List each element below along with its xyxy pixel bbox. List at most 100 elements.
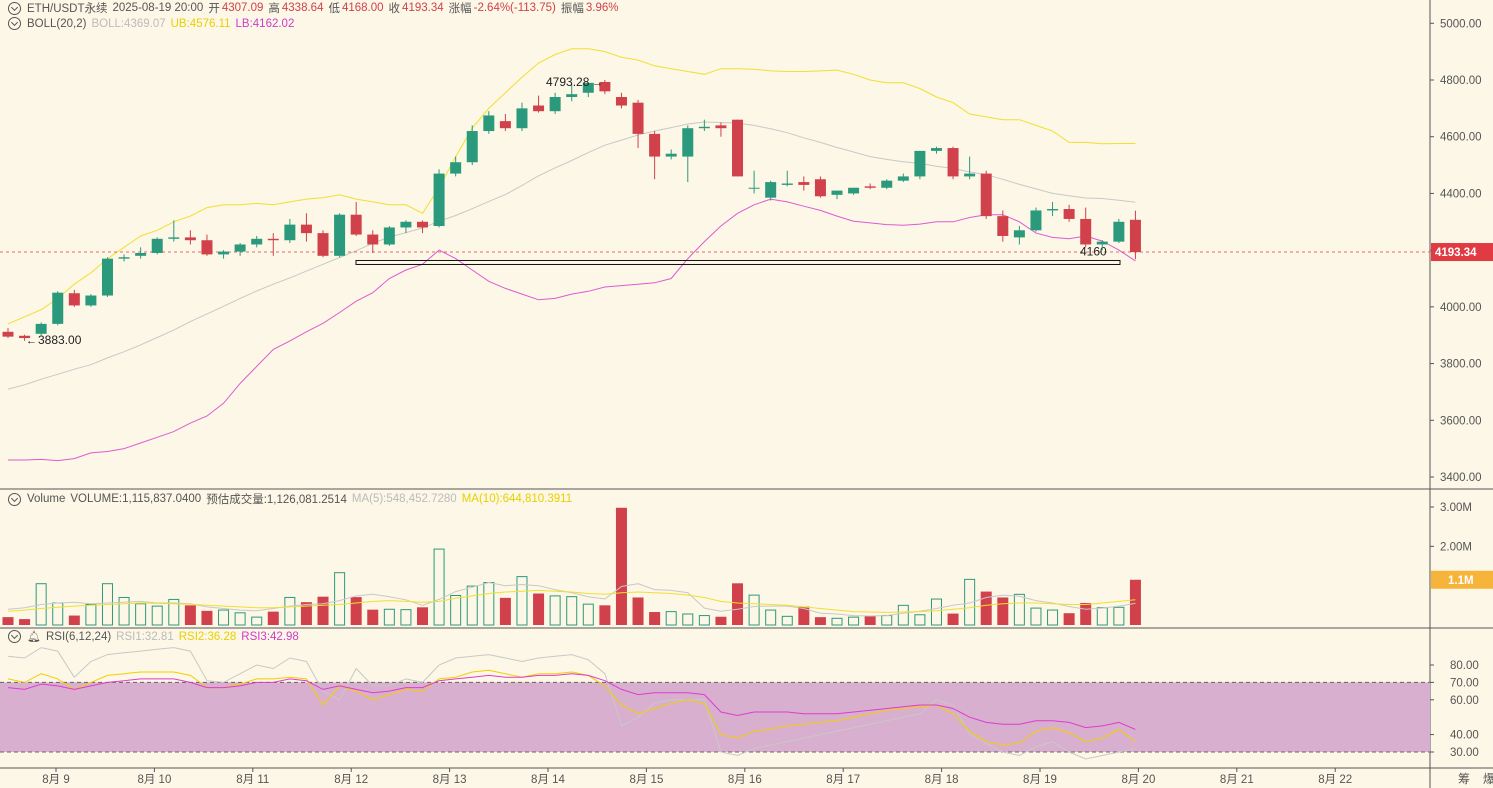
bullish-candle (748, 187, 760, 189)
volume-bar-down (300, 602, 312, 625)
volume-bar-up (450, 595, 462, 626)
current-price-label: 4193.34 (1435, 247, 1477, 259)
bullish-candle (897, 176, 909, 181)
time-tick-label: 8月 18 (925, 774, 959, 786)
volume-bar-up (848, 616, 860, 626)
high-label: 高 (268, 3, 280, 15)
collapse-chevron-icon[interactable] (8, 492, 21, 506)
boll-upper-line (7, 48, 1136, 325)
bearish-candle (649, 133, 661, 157)
bullish-candle (450, 162, 462, 174)
bearish-candle (317, 233, 329, 256)
volume-bar-up (168, 598, 180, 626)
volume-bar-down (632, 597, 644, 625)
bearish-candle (615, 97, 627, 106)
bullish-candle (35, 323, 47, 334)
time-tick-label: 8月 14 (531, 774, 565, 786)
open-value: 4307.09 (221, 2, 264, 14)
collapse-chevron-icon[interactable] (8, 17, 21, 30)
bullish-candle (765, 182, 777, 198)
time-tick-label: 8月 10 (137, 774, 171, 786)
rsi2-line (7, 669, 1136, 746)
bearish-candle (300, 224, 312, 234)
volume-bar-up (466, 585, 478, 626)
volume-bar-up (1013, 593, 1025, 626)
bullish-candle (781, 183, 793, 185)
volume-bar-up (334, 572, 346, 626)
bullish-candle (1047, 209, 1059, 211)
low-label: 低 (328, 3, 340, 15)
volume-bar-up (284, 596, 296, 626)
bullish-candle (218, 251, 230, 255)
bearish-candle (980, 173, 992, 217)
bullish-candle (930, 148, 942, 151)
volume-bar-down (417, 607, 428, 625)
volume-bar-up (383, 608, 395, 626)
bearish-candle (864, 186, 876, 188)
volume-bar-down (814, 617, 826, 625)
bearish-candle (68, 293, 80, 306)
bullish-candle (101, 258, 113, 296)
volume-bar-up (682, 613, 694, 626)
volume-bar-down (1080, 602, 1092, 625)
rsi-tick-label: 40.00 (1450, 730, 1479, 742)
low-annotation: 3883.00 (38, 333, 82, 347)
volume-bar-down (350, 597, 362, 625)
bullish-candle (848, 187, 860, 194)
boll-header: BOLL(20,2) BOLL:4369.07 UB:4576.11 LB:41… (8, 17, 299, 30)
boll-mid-line (7, 121, 1136, 390)
volume-bar-up (1047, 609, 1059, 626)
bullish-candle (383, 227, 395, 245)
price-tick-label: 3800.00 (1440, 359, 1482, 371)
bearish-candle (947, 148, 959, 177)
volume-bar-up (433, 548, 445, 626)
bearish-candle (417, 221, 428, 228)
bullish-candle (334, 214, 346, 256)
bullish-candle (483, 115, 495, 132)
collapse-chevron-icon[interactable] (8, 1, 21, 15)
low-value: 4168.00 (341, 2, 384, 14)
time-tick-label: 8月 21 (1220, 774, 1254, 786)
volume-bar-up (566, 596, 578, 626)
bullish-candle (466, 131, 478, 163)
change-label: 涨幅 (448, 3, 472, 15)
rsi3-line (7, 673, 1136, 730)
alert-bell-icon[interactable]: 🔔︎ (27, 631, 41, 643)
bullish-candle (516, 108, 528, 129)
time-tick-label: 8月 13 (433, 774, 467, 786)
rsi-tick-label: 60.00 (1450, 695, 1479, 707)
bearish-candle (533, 105, 545, 112)
boll-label: BOLL(20,2) (27, 17, 87, 30)
collapse-chevron-icon[interactable] (8, 630, 21, 643)
volume-bar-down (184, 605, 196, 625)
change-value: -2.64%(-113.75) (473, 2, 556, 14)
volume-bar-up (251, 616, 263, 626)
volume-bar-up (914, 614, 926, 626)
volume-bar-up (765, 609, 777, 626)
bearish-candle (184, 237, 196, 241)
volume-bar-up (234, 612, 246, 626)
bullish-candle (1096, 241, 1108, 245)
volume-bar-up (85, 604, 97, 626)
rsi-tick-label: 80.00 (1450, 660, 1479, 672)
price-tick-label: 4000.00 (1440, 302, 1482, 314)
bullish-candle (665, 153, 677, 157)
volume-tick-label: 2.00M (1440, 541, 1472, 553)
volume-bar-up (135, 603, 147, 626)
volume-bar-down (947, 613, 959, 625)
rsi-header: 🔔︎ RSI(6,12,24) RSI1:32.81 RSI2:36.28 RS… (8, 630, 304, 643)
bullish-candle (251, 238, 263, 245)
volume-bar-down (19, 619, 31, 625)
time-tick-label: 8月 12 (334, 774, 368, 786)
price-tick-label: 4600.00 (1440, 132, 1482, 144)
volume-bar-down (798, 606, 810, 625)
rsi1-line (7, 647, 1136, 760)
bearish-candle (997, 216, 1009, 236)
bullish-candle (1013, 230, 1025, 238)
rsi-tick-label: 30.00 (1450, 747, 1479, 759)
volume-bar-up (52, 602, 64, 626)
bullish-candle (698, 126, 710, 129)
bullish-candle (234, 244, 246, 252)
datetime: 2025-08-19 20:00 (112, 2, 204, 14)
